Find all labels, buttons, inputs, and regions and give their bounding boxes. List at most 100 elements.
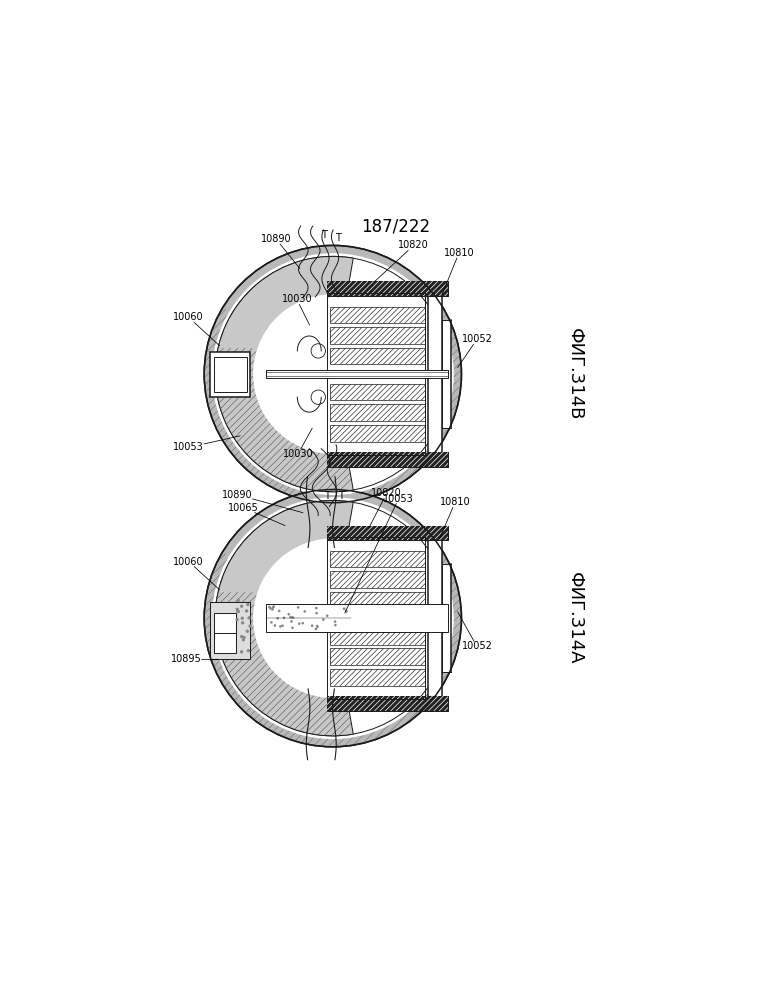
Bar [330,348,425,365]
Text: 10052: 10052 [458,611,493,651]
Bar [215,627,235,653]
Circle shape [334,623,337,626]
Circle shape [291,616,294,619]
Bar [330,627,425,644]
Circle shape [290,615,292,618]
Circle shape [315,606,317,609]
Bar [330,648,425,665]
Bar [209,602,250,659]
Circle shape [249,624,252,627]
Bar [330,627,425,644]
Bar [330,348,425,365]
Bar [330,425,425,442]
Circle shape [292,616,294,619]
Circle shape [205,246,462,502]
Bar [330,384,425,401]
Circle shape [326,614,329,617]
Text: T: T [335,233,340,243]
Circle shape [245,629,249,633]
Circle shape [334,620,337,623]
Bar [327,282,448,296]
Bar [327,696,448,711]
Circle shape [247,649,250,652]
Circle shape [343,607,345,610]
Circle shape [212,498,454,739]
Circle shape [283,616,286,619]
Bar [330,648,425,665]
Bar [330,327,425,344]
Text: 10890: 10890 [261,234,300,269]
Bar [215,357,247,392]
Text: 10810: 10810 [442,248,474,295]
Wedge shape [253,295,360,454]
Bar [327,525,448,540]
Bar [330,669,425,685]
Bar [266,604,448,632]
Bar [330,425,425,442]
Text: 10030: 10030 [282,295,312,326]
Bar [442,320,451,429]
Text: 10060: 10060 [174,313,219,346]
Circle shape [279,625,282,627]
Text: 10820: 10820 [369,489,402,528]
Bar [327,696,448,711]
Bar [215,613,235,633]
Wedge shape [215,257,354,492]
Circle shape [241,616,244,620]
Circle shape [240,635,243,638]
Circle shape [273,605,275,607]
Text: T: T [337,491,344,500]
Bar [330,550,425,567]
Circle shape [240,650,243,653]
Circle shape [247,616,251,619]
Bar [428,286,442,463]
Bar [330,571,425,588]
Text: 10820: 10820 [374,241,429,282]
Bar [330,327,425,344]
Circle shape [236,609,239,612]
Circle shape [316,624,318,627]
Text: 10810: 10810 [439,498,470,538]
Text: 10053: 10053 [345,494,414,613]
Circle shape [311,624,313,627]
Bar [330,405,425,421]
Bar [330,591,425,608]
Circle shape [270,621,273,623]
Text: 10053: 10053 [174,436,240,453]
Circle shape [242,638,245,641]
Circle shape [302,621,304,624]
Bar [330,591,425,608]
Circle shape [245,609,249,612]
Circle shape [345,610,348,613]
Bar [330,307,425,324]
Text: T: T [324,491,330,500]
Circle shape [237,609,240,613]
Circle shape [236,598,240,602]
Bar [428,529,442,706]
Circle shape [215,500,451,736]
Circle shape [212,253,454,495]
Circle shape [246,602,249,606]
Bar [266,371,448,378]
Text: ФИГ.314A: ФИГ.314A [566,571,584,664]
Text: 10895: 10895 [171,654,218,664]
Text: 10030: 10030 [283,429,313,459]
Circle shape [291,626,294,629]
Circle shape [345,609,347,612]
Circle shape [290,620,293,622]
Circle shape [235,618,239,621]
Circle shape [242,635,245,639]
Circle shape [205,490,462,747]
Text: 10890: 10890 [222,490,303,512]
Circle shape [241,621,244,624]
Bar [442,564,451,672]
Circle shape [273,624,276,626]
Bar [327,453,448,467]
Circle shape [235,607,239,611]
Bar [330,405,425,421]
Bar [327,453,448,467]
Circle shape [278,609,280,612]
Circle shape [322,618,325,621]
Bar [330,307,425,324]
Bar [330,384,425,401]
